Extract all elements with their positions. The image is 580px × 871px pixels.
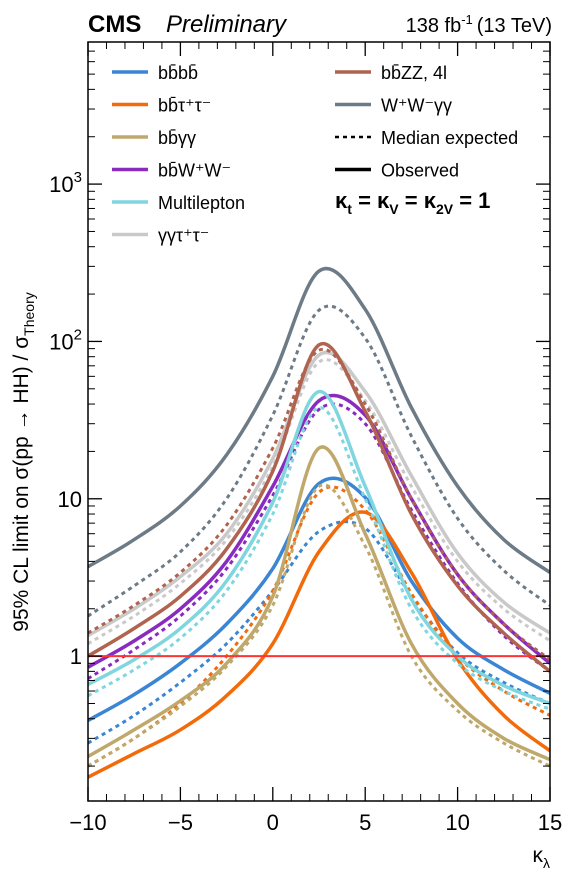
series-15-expected bbox=[88, 304, 550, 618]
legend-label-left-4: Multilepton bbox=[158, 193, 245, 213]
x-tick-label: 0 bbox=[267, 810, 279, 835]
axis-ticks: −10 −5 0 5 10 15 1 10 102 103 bbox=[49, 41, 562, 835]
series-14-observed bbox=[88, 266, 550, 574]
y-tick-label: 103 bbox=[49, 169, 82, 197]
y-tick-label: 1 bbox=[70, 644, 82, 669]
series-11-expected bbox=[88, 358, 550, 645]
series-13-expected bbox=[88, 347, 550, 661]
legend-label-left-0: bb̄bb̄ bbox=[158, 63, 198, 83]
legend-label-left-5: γγτ⁺τ⁻ bbox=[158, 226, 209, 246]
series-0-observed bbox=[88, 476, 550, 723]
legend-label-left-3: bb̄W⁺W⁻ bbox=[158, 161, 231, 181]
legend-label-right-1: W⁺W⁻γγ bbox=[381, 96, 452, 116]
plot-frame bbox=[87, 41, 551, 802]
legend: bb̄bb̄ bb̄τ⁺τ⁻ bb̄γγ bb̄W⁺W⁻ Multilepton γγτ⁺… bbox=[112, 63, 518, 246]
x-tick-label: 5 bbox=[359, 810, 371, 835]
y-tick-label: 10 bbox=[58, 487, 82, 512]
lumi-value: 138 fb bbox=[406, 15, 462, 37]
series-1-expected bbox=[88, 520, 550, 745]
x-tick-label: 10 bbox=[445, 810, 469, 835]
y-axis-title-sub: Theory bbox=[21, 292, 37, 336]
legend-label-right-3: Observed bbox=[381, 161, 459, 181]
coupling-annotation: κt = κV = κ2V = 1 bbox=[335, 188, 490, 217]
series-12-observed bbox=[88, 341, 550, 673]
series-10-observed bbox=[88, 350, 550, 638]
preliminary-label: Preliminary bbox=[166, 11, 288, 38]
y-tick-label: 102 bbox=[49, 326, 82, 354]
x-tick-label: −5 bbox=[168, 810, 193, 835]
legend-label-left-2: bb̄γγ bbox=[158, 128, 196, 148]
x-tick-label: −10 bbox=[69, 810, 106, 835]
cms-label: CMS bbox=[88, 11, 141, 38]
series-5-expected bbox=[88, 483, 550, 768]
lumi-exponent: -1 bbox=[461, 12, 473, 27]
legend-label-right-0: bb̄ZZ, 4l bbox=[381, 63, 447, 83]
series-4-observed bbox=[88, 445, 550, 762]
energy-label: (13 TeV) bbox=[477, 15, 552, 37]
series-7-expected bbox=[88, 402, 550, 680]
series-2-observed bbox=[88, 510, 550, 779]
legend-label-right-2: Median expected bbox=[381, 128, 518, 148]
x-tick-label: 15 bbox=[538, 810, 562, 835]
lumi-label: 138 fb-1 (13 TeV) bbox=[406, 12, 552, 37]
legend-label-left-1: bb̄τ⁺τ⁻ bbox=[158, 96, 211, 116]
curves-group bbox=[88, 266, 550, 779]
y-axis-title-main: 95% CL limit on σ(pp → HH) / σ bbox=[10, 336, 33, 632]
y-axis-title: 95% CL limit on σ(pp → HH) / σTheory bbox=[10, 292, 37, 631]
